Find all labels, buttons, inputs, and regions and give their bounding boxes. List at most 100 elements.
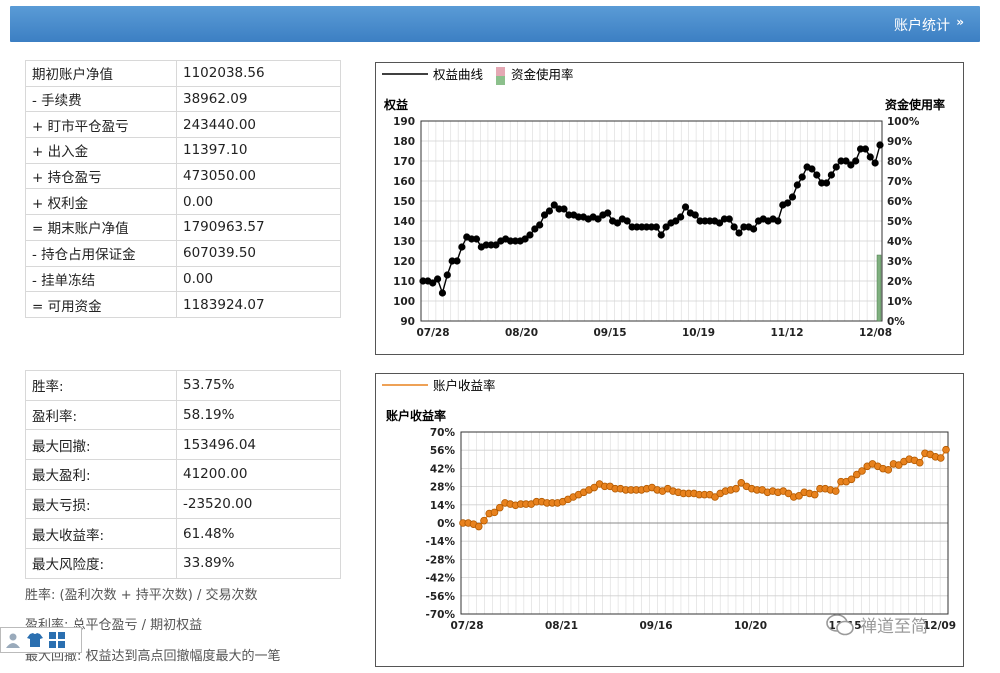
data-point [725,215,733,223]
legend-label-margin: 资金使用率 [511,67,574,82]
y-tick-label: 170 [393,156,415,168]
y-tick-label: 150 [393,196,415,208]
data-point [453,257,461,265]
account-row: = 期末账户净值 1790963.57 [25,214,341,241]
y-tick-label: 190 [393,116,415,128]
data-point [594,215,602,223]
y-tick-label: 110 [393,276,415,288]
data-point [472,235,481,243]
y2-tick-label: 0% [887,316,905,328]
wechat-icon [826,613,854,635]
performance-table: 胜率: 53.75% 盈利率: 58.19% 最大回撤: 153496.04 最大盈利: 41… [25,370,341,579]
data-point [545,207,554,215]
data-point [715,219,724,227]
data-point [749,225,758,233]
data-point [711,493,719,501]
account-row: - 持仓占用保证金 607039.50 [25,239,341,267]
data-point [942,445,950,454]
data-point [613,219,622,227]
floating-toolbar [0,627,82,653]
account-row: = 可用资金 1183924.07 [25,291,341,318]
data-point [490,508,499,517]
return-chart-svg: 账户收益率账户收益率70%56%42%28%14%0%-14%-28%-42%-… [382,378,956,632]
x-tick-label: 07/28 [416,327,449,339]
user-icon[interactable] [5,632,21,648]
grid-icon[interactable] [49,632,65,648]
data-point [798,173,806,181]
account-row: + 权利金 0.00 [25,188,341,216]
performance-row: 盈利率: 58.19% [25,399,341,431]
data-point [681,203,690,211]
data-point [737,479,746,487]
account-row: + 持仓盈亏 473050.00 [25,162,341,190]
data-point [810,490,819,499]
shirt-icon[interactable] [27,632,43,648]
data-point [784,489,793,498]
data-point [808,165,816,173]
note-win-rate: 胜率: (盈利次数 + 持平次数) / 交易次数 [25,588,258,603]
performance-label: 最大回撤: [25,429,177,461]
data-point [433,275,442,283]
data-point [732,484,740,493]
y-tick-label: 56% [430,445,456,457]
data-point [936,454,945,462]
y-tick-label: 140 [393,216,415,228]
data-point [474,522,483,531]
performance-label: 最大亏损: [25,488,177,520]
performance-label: 盈利率: [25,399,177,431]
data-point [866,153,874,161]
y-tick-label: -70% [426,609,456,621]
x-tick-label: 11/12 [770,327,803,339]
account-value: 11397.10 [176,137,341,164]
account-value: 1102038.56 [176,60,341,87]
performance-label: 最大风险度: [25,548,177,579]
account-row: + 盯市平仓盈亏 243440.00 [25,111,341,139]
performance-row: 胜率: 53.75% [25,370,341,401]
x-tick-label: 10/20 [734,620,767,632]
data-point [852,470,861,479]
y-tick-label: 120 [393,256,415,268]
x-tick-label: 10/19 [682,327,715,339]
data-point [662,223,670,231]
data-point [623,217,631,225]
account-label: + 出入金 [25,137,177,164]
x-tick-label: 12/08 [859,327,892,339]
margin-usage-bar [876,254,882,322]
chevron-double-up-icon[interactable]: » [956,15,964,29]
data-point [832,163,840,171]
y2-tick-label: 20% [887,276,913,288]
y-tick-label: 100 [393,296,415,308]
performance-row: 最大盈利: 41200.00 [25,459,341,490]
data-point [813,171,821,179]
data-point [793,181,801,189]
performance-value: 33.89% [176,548,341,579]
y-tick-label: 42% [430,463,456,475]
account-value: 1183924.07 [176,291,341,318]
y-axis-title: 权益 [383,97,408,112]
data-point [652,223,660,231]
x-tick-label: 12/09 [923,620,956,632]
y2-tick-label: 40% [887,236,913,248]
y-tick-label: 160 [393,176,415,188]
performance-row: 最大收益率: 61.48% [25,518,341,550]
data-point [915,458,924,467]
y2-tick-label: 60% [887,196,913,208]
y-tick-label: -14% [426,536,456,548]
performance-row: 最大亏损: -23520.00 [25,488,341,520]
data-point [604,209,612,217]
data-point [852,157,860,165]
account-label: + 持仓盈亏 [25,162,177,190]
y-tick-label: 180 [393,136,415,148]
data-point [677,213,685,221]
account-summary-table: 期初账户净值 1102038.56- 手续费 38962.09 + 盯市平仓盈亏 243… [25,60,341,318]
data-point [894,461,903,469]
account-label: - 手续费 [25,85,177,113]
x-tick-label: 08/20 [505,327,538,339]
return-chart: 账户收益率 账户收益率 70% 56% 42% 28% 14% 0% -14% -28% -42% -… [375,373,964,667]
data-point [521,235,529,243]
data-point [795,492,803,500]
data-point [788,193,797,201]
account-value: 0.00 [176,188,341,216]
data-point [540,211,549,219]
y2-tick-label: 80% [887,156,913,168]
